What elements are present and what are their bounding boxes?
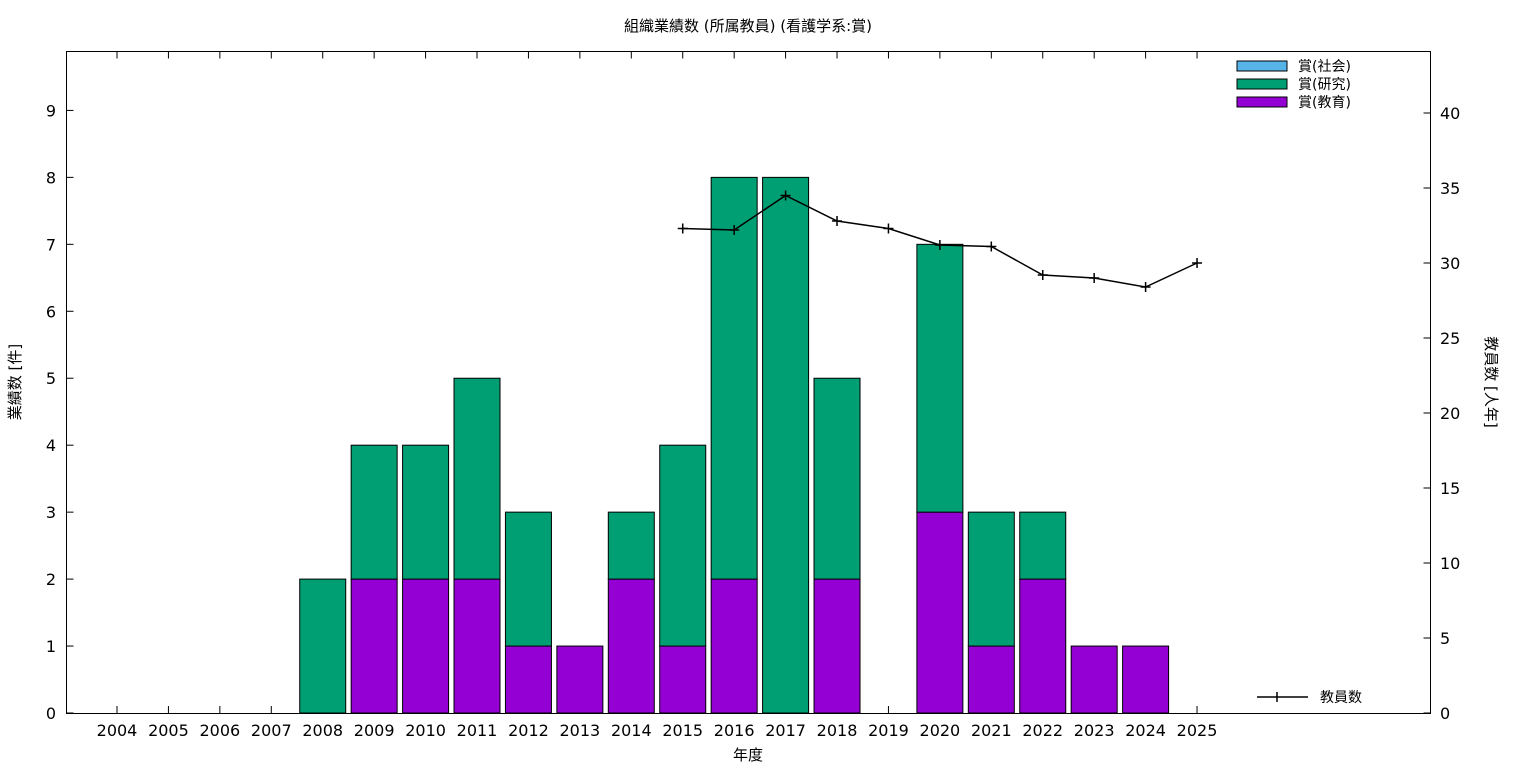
y2-tick-label: 25 xyxy=(1440,329,1460,348)
x-tick-label: 2025 xyxy=(1177,721,1218,740)
bar-segment xyxy=(813,377,861,580)
faculty-count-point xyxy=(1140,282,1151,292)
chart-title: 組織業績数 (所属教員) (看護学系:賞) xyxy=(624,17,872,35)
legend-label: 賞(教育) xyxy=(1298,95,1351,111)
legend-line-label: 教員数 xyxy=(1320,690,1362,706)
bar-segment xyxy=(350,444,398,580)
legend-swatch xyxy=(1236,60,1288,72)
x-tick-label: 2012 xyxy=(508,721,549,740)
x-tick-label: 2023 xyxy=(1074,721,1115,740)
y-tick-label: 7 xyxy=(46,235,56,254)
x-tick-label: 2021 xyxy=(971,721,1012,740)
x-tick-label: 2005 xyxy=(148,721,189,740)
faculty-count-point xyxy=(1089,273,1100,283)
y2-axis-label: 教員数 [人年] xyxy=(1482,336,1500,427)
legend-swatch xyxy=(1236,96,1288,108)
plot-frame xyxy=(66,51,1431,714)
y-tick-label: 5 xyxy=(46,369,56,388)
y2-tick-label: 5 xyxy=(1440,629,1450,648)
y2-tick-label: 40 xyxy=(1440,104,1460,123)
x-tick-labels: 2004 2005 2006 2007 2008 2009 2010 2011 2012 2013… xyxy=(97,721,1218,740)
bar-segment xyxy=(504,511,552,647)
faculty-count-point xyxy=(729,225,740,235)
bar-segment xyxy=(762,176,810,714)
x-tick-label: 2011 xyxy=(457,721,498,740)
x-tick-label: 2017 xyxy=(765,721,806,740)
bar-segment xyxy=(710,578,758,714)
faculty-count-point xyxy=(883,223,894,234)
x-tick-label: 2016 xyxy=(714,721,755,740)
y2-tick-label: 30 xyxy=(1440,254,1460,273)
bar-segment xyxy=(1019,578,1067,714)
x-tick-label: 2014 xyxy=(611,721,652,740)
y-tick-label: 8 xyxy=(46,168,56,187)
bar-segment xyxy=(1070,645,1118,714)
legend-label: 賞(社会) xyxy=(1298,59,1351,75)
bar-segment xyxy=(1019,511,1067,580)
x-tick-label: 2013 xyxy=(560,721,601,740)
bar-segment xyxy=(607,511,655,580)
bar-segment xyxy=(607,578,655,714)
y-tick-label: 4 xyxy=(46,436,56,455)
x-tick-label: 2019 xyxy=(868,721,909,740)
x-tick-label: 2007 xyxy=(251,721,292,740)
y2-tick-labels: 0 5 10 15 20 25 30 35 40 xyxy=(1440,104,1460,723)
bar-segment xyxy=(710,176,758,580)
bar-segment xyxy=(299,578,347,714)
x-tick-label: 2024 xyxy=(1125,721,1166,740)
faculty-count-point xyxy=(1037,270,1048,280)
y-tick-label: 2 xyxy=(46,570,56,589)
faculty-count-point xyxy=(832,216,843,226)
y2-tick-label: 35 xyxy=(1440,179,1460,198)
x-tick-label: 2006 xyxy=(200,721,241,740)
x-tick-label: 2022 xyxy=(1022,721,1063,740)
legend-label: 賞(研究) xyxy=(1298,77,1351,93)
y-tick-label: 6 xyxy=(46,302,56,321)
faculty-count-point xyxy=(986,241,997,252)
x-tick-label: 2015 xyxy=(662,721,703,740)
bars xyxy=(299,176,1170,714)
bar-segment xyxy=(813,578,861,714)
bar-segment xyxy=(453,578,501,714)
bar-segment xyxy=(402,578,450,714)
y2-tick-label: 10 xyxy=(1440,554,1460,573)
bar-segment xyxy=(967,511,1015,647)
bar-segment xyxy=(402,444,450,580)
faculty-count-point xyxy=(1192,258,1203,268)
y-tick-label: 3 xyxy=(46,503,56,522)
x-tick-label: 2009 xyxy=(354,721,395,740)
x-tick-label: 2010 xyxy=(405,721,446,740)
faculty-count-point xyxy=(677,223,688,234)
y-tick-label: 1 xyxy=(46,637,56,656)
bar-segment xyxy=(659,444,707,647)
legend: 賞(社会) 賞(研究) 賞(教育) 教員数 xyxy=(1236,59,1362,706)
bar-segment xyxy=(350,578,398,714)
bar-segment xyxy=(1122,645,1170,714)
y2-tick-label: 15 xyxy=(1440,479,1460,498)
bar-segment xyxy=(916,243,964,513)
bar-segment xyxy=(453,377,501,580)
x-tick-label: 2018 xyxy=(817,721,858,740)
faculty-count-line xyxy=(677,190,1203,292)
bar-segment xyxy=(659,645,707,714)
x-tick-label: 2004 xyxy=(97,721,138,740)
y-axis-label: 業績数 [件] xyxy=(6,344,24,420)
y2-tick-label: 20 xyxy=(1440,404,1460,423)
y-tick-labels: 0 1 2 3 4 5 6 7 8 9 xyxy=(46,101,56,723)
faculty-count-point xyxy=(780,190,791,201)
bar-segment xyxy=(916,511,964,714)
x-axis-label: 年度 xyxy=(733,746,763,764)
x-tick-label: 2008 xyxy=(302,721,343,740)
y-tick-label: 9 xyxy=(46,101,56,120)
bar-segment xyxy=(556,645,604,714)
bar-segment xyxy=(967,645,1015,714)
faculty-count-point xyxy=(934,240,945,250)
legend-swatch xyxy=(1236,78,1288,90)
y2-tick-label: 0 xyxy=(1440,704,1450,723)
x-tick-label: 2020 xyxy=(920,721,961,740)
y-tick-label: 0 xyxy=(46,704,56,723)
bar-segment xyxy=(504,645,552,714)
